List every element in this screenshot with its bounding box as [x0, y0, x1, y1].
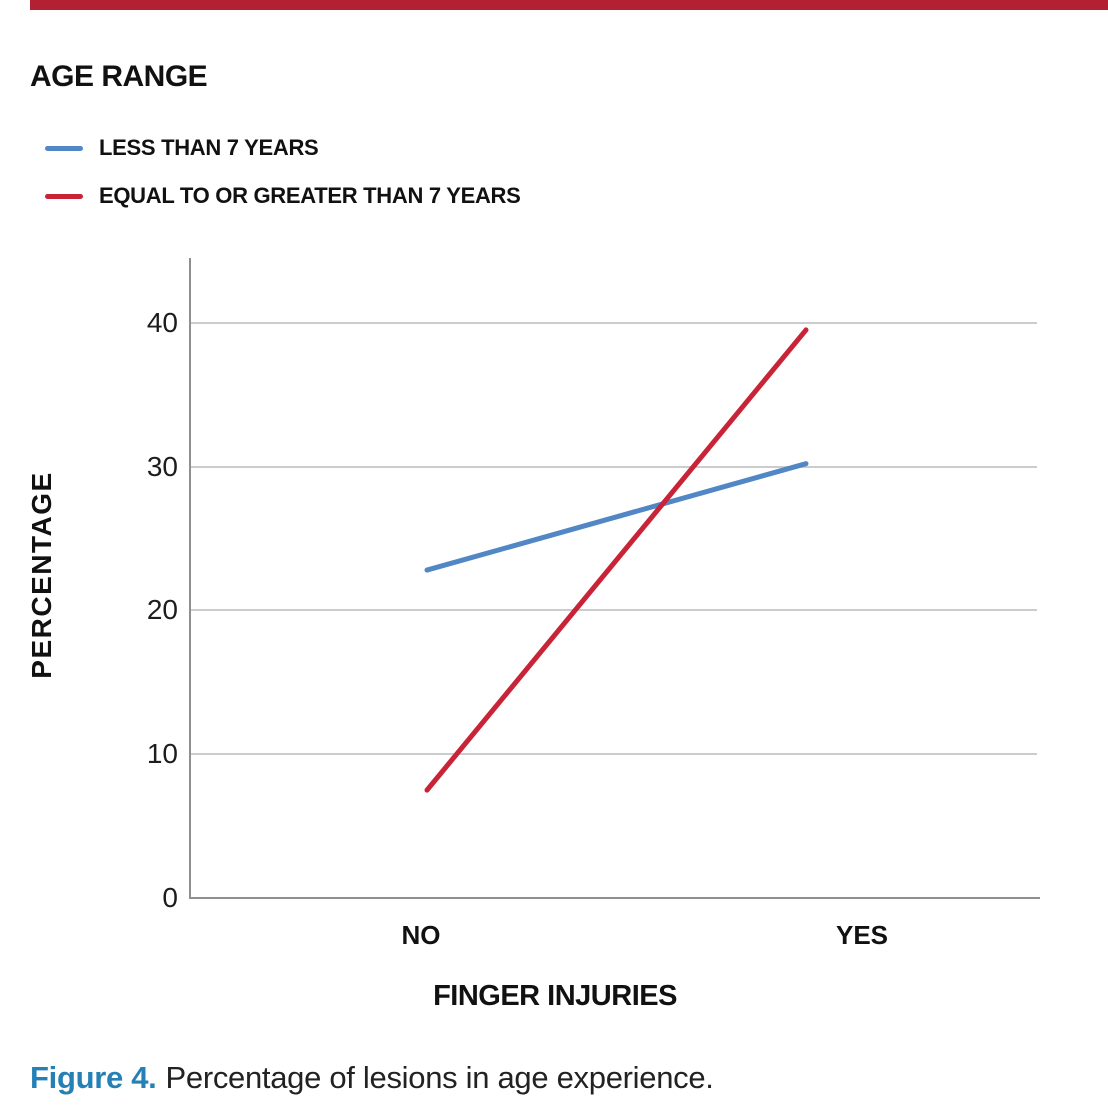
figure-caption-text: Percentage of lesions in age experience.	[165, 1060, 714, 1095]
x-axis-line	[189, 897, 1040, 899]
gridline-30	[191, 465, 1037, 468]
x-tick-label-yes: YES	[835, 920, 889, 950]
y-axis-line	[189, 258, 191, 899]
legend-label-less-than-7: LESS THAN 7 YEARS	[99, 135, 319, 160]
y-tick-label-40: 40	[146, 306, 178, 338]
legend-swatch-red-line-icon	[45, 193, 83, 199]
x-tick-label-no: NO	[401, 920, 441, 950]
line-less-than-7-years	[424, 461, 809, 573]
y-tick-label-10: 10	[146, 738, 178, 770]
top-accent-bar	[30, 0, 1108, 10]
figure-caption: Figure 4. Percentage of lesions in age ex…	[30, 1060, 714, 1096]
legend-swatch-blue-line-icon	[45, 145, 83, 151]
y-tick-label-0: 0	[162, 882, 178, 913]
gridline-40	[191, 321, 1037, 324]
y-axis-title: PERCENTAGE	[26, 471, 57, 679]
y-tick-label-20: 20	[146, 594, 178, 626]
gridline-10	[191, 753, 1037, 756]
line-gte-7-years	[424, 327, 809, 793]
figure-caption-label: Figure 4.	[30, 1060, 157, 1095]
legend: LESS THAN 7 YEARS EQUAL TO OR GREATER TH…	[45, 130, 521, 226]
gridline-20	[191, 609, 1037, 612]
legend-item-less-than-7: LESS THAN 7 YEARS	[45, 130, 521, 166]
legend-item-gte-7: EQUAL TO OR GREATER THAN 7 YEARS	[45, 178, 521, 214]
legend-label-gte-7: EQUAL TO OR GREATER THAN 7 YEARS	[99, 183, 521, 208]
legend-title: AGE RANGE	[30, 60, 208, 93]
y-tick-label-30: 30	[146, 450, 178, 482]
x-axis-title: FINGER INJURIES	[433, 980, 677, 1012]
